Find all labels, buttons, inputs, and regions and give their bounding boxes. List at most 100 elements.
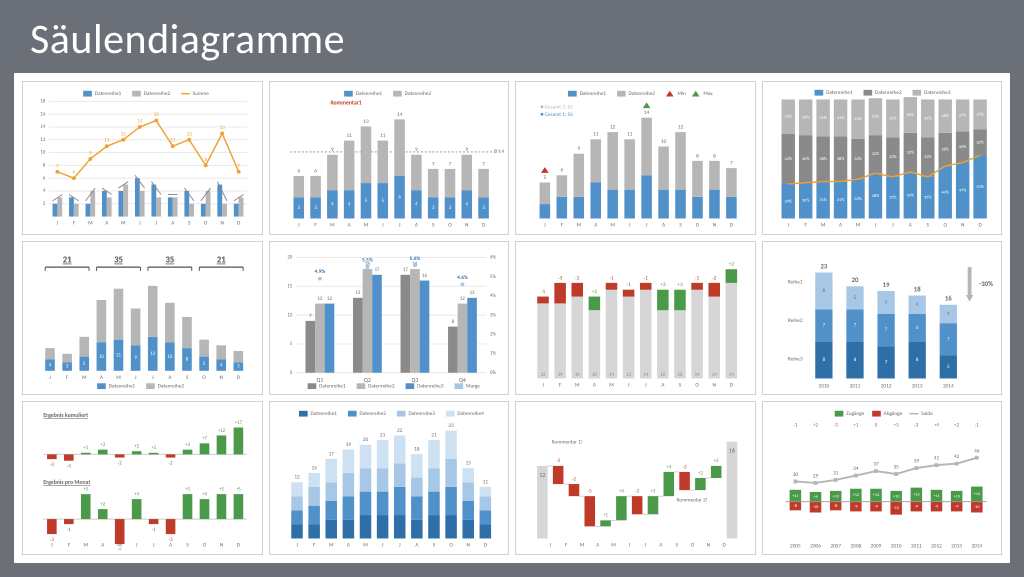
svg-text:Ergebnis kumuliert: Ergebnis kumuliert (43, 412, 88, 419)
svg-text:25%: 25% (976, 112, 983, 117)
svg-text:31%: 31% (836, 198, 843, 203)
svg-text:+11: +11 (933, 494, 940, 499)
svg-text:32%: 32% (889, 117, 896, 122)
svg-text:J: J (398, 222, 400, 228)
svg-text:19: 19 (345, 442, 351, 448)
svg-text:M: M (575, 382, 580, 388)
svg-text:Datenreihe2: Datenreihe2 (629, 91, 656, 97)
svg-text:Datenreihe1: Datenreihe1 (310, 411, 337, 417)
svg-text:11: 11 (346, 133, 352, 139)
svg-text:J: J (629, 222, 631, 228)
svg-text:32%: 32% (924, 117, 931, 122)
svg-text:2008: 2008 (850, 543, 861, 549)
svg-text:O: O (448, 222, 452, 228)
svg-text:33%: 33% (889, 155, 896, 160)
svg-text:9: 9 (331, 147, 334, 153)
svg-text:8: 8 (696, 153, 699, 159)
svg-text:D: D (483, 542, 487, 548)
svg-text:N: N (713, 222, 717, 228)
svg-text:14: 14 (311, 465, 317, 471)
svg-text:-5: -5 (588, 488, 592, 494)
svg-text:+5: +5 (83, 486, 88, 492)
svg-text:Datenreihe1: Datenreihe1 (826, 90, 853, 96)
svg-text:Q4: Q4 (459, 377, 466, 384)
svg-text:+2: +2 (954, 422, 959, 428)
svg-text:6: 6 (43, 175, 46, 181)
svg-text:7: 7 (730, 161, 733, 167)
svg-text:28%: 28% (941, 147, 948, 152)
svg-text:A: A (105, 221, 109, 227)
svg-text:A: A (661, 382, 665, 388)
svg-text:M: M (855, 222, 860, 228)
svg-text:F: F (68, 542, 71, 548)
svg-text:D: D (237, 221, 241, 227)
svg-text:J: J (381, 542, 383, 548)
svg-text:9: 9 (577, 146, 580, 152)
panel-11: 12-3-2-5+1+4-3+3+4-3+2+216Kommentar 1!Ko… (515, 401, 756, 555)
svg-text:M: M (611, 542, 616, 548)
panel-3: Datenreihe1Datenreihe2MinMax■ Gesamt 2: … (515, 81, 756, 235)
svg-text:29%: 29% (784, 115, 791, 120)
svg-text:31: 31 (833, 471, 839, 477)
svg-text:S: S (186, 375, 189, 381)
svg-text:-2: -2 (712, 275, 717, 281)
svg-text:-8: -8 (833, 504, 837, 509)
svg-text:12: 12 (327, 296, 332, 302)
svg-text:M: M (363, 542, 368, 548)
svg-text:A: A (908, 222, 912, 228)
svg-text:35%: 35% (924, 196, 931, 201)
panel-12: ZugängeAbgängeSaldo30293134373539414246-… (762, 401, 1003, 555)
svg-text:38%: 38% (836, 157, 843, 162)
svg-text:2009: 2009 (870, 543, 881, 549)
svg-text:2012: 2012 (880, 383, 891, 389)
svg-text:-10: -10 (973, 505, 979, 510)
svg-text:+4: +4 (202, 491, 207, 497)
svg-text:A: A (168, 375, 172, 381)
svg-text:J: J (381, 222, 383, 228)
svg-text:12: 12 (539, 472, 545, 479)
svg-text:9: 9 (415, 147, 418, 153)
svg-text:14: 14 (729, 372, 734, 378)
svg-text:31%: 31% (871, 115, 878, 120)
svg-text:J: J (136, 542, 138, 548)
svg-text:D: D (237, 542, 241, 548)
svg-text:14: 14 (695, 372, 700, 378)
svg-text:21: 21 (431, 433, 437, 439)
svg-text:M: M (363, 222, 368, 228)
svg-text:41: 41 (933, 456, 939, 462)
svg-text:+2: +2 (592, 289, 598, 295)
svg-text:26%: 26% (958, 145, 965, 150)
svg-text:A: A (659, 542, 663, 548)
svg-text:-1: -1 (793, 422, 797, 428)
svg-text:S: S (431, 222, 434, 228)
svg-text:J: J (874, 222, 876, 228)
svg-text:2010: 2010 (890, 543, 901, 549)
svg-text:Abgänge: Abgänge (883, 411, 902, 417)
svg-text:13: 13 (469, 290, 474, 296)
svg-text:+1: +1 (151, 445, 156, 451)
svg-text:J: J (398, 542, 400, 548)
panel-8: Reihe3Reihe2Reihe18782320108752020117751… (762, 241, 1003, 395)
svg-text:6: 6 (560, 168, 563, 174)
svg-text:+12: +12 (852, 493, 859, 498)
svg-text:35: 35 (893, 465, 899, 471)
svg-text:4.6%: 4.6% (457, 275, 468, 281)
svg-text:21: 21 (379, 433, 385, 439)
svg-text:J: J (549, 542, 551, 548)
svg-text:42: 42 (953, 454, 959, 460)
svg-text:39%: 39% (906, 193, 913, 198)
svg-text:12: 12 (460, 296, 465, 302)
svg-text:39: 39 (913, 459, 919, 465)
svg-text:D: D (978, 222, 982, 228)
svg-text:10: 10 (287, 312, 292, 318)
svg-text:14: 14 (137, 118, 143, 124)
svg-text:30: 30 (792, 472, 798, 478)
svg-text:O: O (202, 375, 206, 381)
svg-text:5%: 5% (490, 274, 496, 280)
svg-text:10: 10 (660, 372, 665, 378)
svg-text:D: D (730, 382, 734, 388)
panel-5: 21213535353521214351011912108543JFMAMJJA… (22, 241, 263, 395)
svg-text:29: 29 (812, 473, 818, 479)
svg-text:13: 13 (355, 290, 360, 296)
svg-text:31%: 31% (819, 198, 826, 203)
